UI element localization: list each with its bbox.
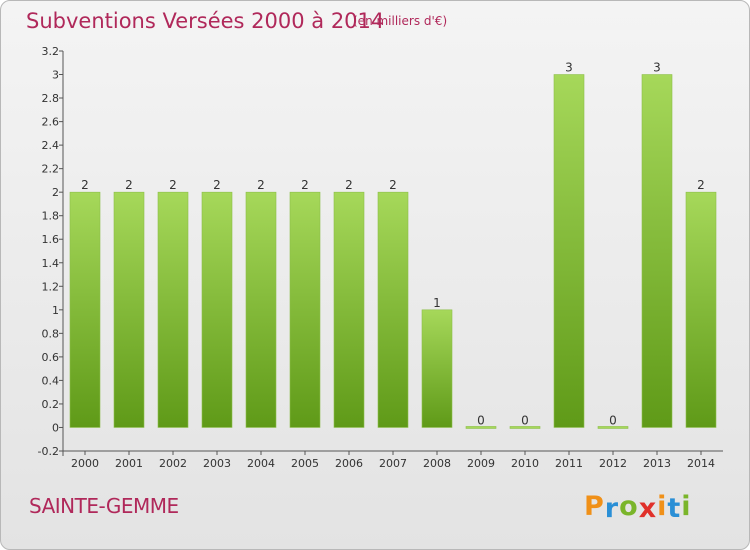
x-tick-label: 2004: [247, 457, 275, 470]
x-tick-label: 2012: [599, 457, 627, 470]
data-label-2006: 2: [345, 178, 353, 192]
data-label-2005: 2: [301, 178, 309, 192]
x-tick-label: 2000: [71, 457, 99, 470]
data-label-2013: 3: [653, 61, 661, 75]
bar-2014: [685, 191, 717, 428]
x-tick-label: 2005: [291, 457, 319, 470]
x-tick-label: 2001: [115, 457, 143, 470]
x-tick-label: 2011: [555, 457, 583, 470]
bar-2003: [201, 191, 233, 428]
data-label-2010: 0: [521, 413, 529, 427]
data-label-2004: 2: [257, 178, 265, 192]
bar-2001: [113, 191, 145, 428]
x-tick-label: 2008: [423, 457, 451, 470]
data-label-2008: 1: [433, 296, 441, 310]
x-tick-label: 2006: [335, 457, 363, 470]
y-tick-label: 2.8: [42, 92, 60, 105]
bar-2012: [597, 426, 629, 429]
data-label-2003: 2: [213, 178, 221, 192]
y-tick-label: 2: [52, 186, 59, 199]
y-tick-label: 2.4: [42, 139, 60, 152]
x-tick-label: 2007: [379, 457, 407, 470]
axes: -0.2 0 0.2 0.4 0.6 0.8 1 1.2 1.4 1.6 1.8 2 2.2 2.4 2.6…: [38, 45, 723, 470]
bars: [69, 74, 717, 429]
proxiti-logo[interactable]: Proxiti: [584, 491, 692, 524]
chart-title: Subventions Versées 2000 à 2014: [26, 9, 385, 33]
logo-letter: i: [681, 491, 692, 522]
x-tick-label: 2002: [159, 457, 187, 470]
bar-2009: [465, 426, 497, 429]
y-tick-label: 1.4: [42, 257, 60, 270]
logo-letter: P: [584, 491, 605, 522]
bar-2011: [553, 74, 585, 428]
y-tick-label: 2.2: [42, 163, 60, 176]
data-labels: 2 2 2 2 2 2 2 2 1 0 0 3 0 3 2: [81, 61, 705, 428]
bar-2008: [421, 309, 453, 428]
logo-letter: r: [604, 493, 620, 524]
y-tick-label: 0.6: [42, 351, 60, 364]
y-tick-label: 1.8: [42, 210, 60, 223]
x-tick-label: 2013: [643, 457, 671, 470]
y-tick-label: 3: [52, 69, 59, 82]
commune-name: SAINTE-GEMME: [29, 494, 179, 518]
bar-2007: [377, 191, 409, 428]
bar-2000: [69, 191, 101, 428]
y-tick-label: 1: [52, 304, 59, 317]
data-label-2012: 0: [609, 413, 617, 427]
bar-2010: [509, 426, 541, 429]
y-tick-label: 1.6: [42, 233, 60, 246]
x-tick-label: 2003: [203, 457, 231, 470]
bar-2013: [641, 74, 673, 428]
x-tick-label: 2009: [467, 457, 495, 470]
logo-letter: o: [619, 491, 639, 522]
data-label-2001: 2: [125, 178, 133, 192]
x-tick-label: 2014: [687, 457, 715, 470]
y-tick-label: 3.2: [42, 45, 60, 58]
bar-2006: [333, 191, 365, 428]
logo-letter: t: [667, 493, 682, 524]
logo-letter: i: [657, 491, 668, 522]
y-tick-label: 0.2: [42, 398, 60, 411]
chart-unit: (en milliers d'€): [353, 14, 448, 28]
bar-2004: [245, 191, 277, 428]
data-label-2002: 2: [169, 178, 177, 192]
y-tick-label: 0.4: [42, 374, 60, 387]
y-tick-label: 1.2: [42, 280, 60, 293]
bar-2002: [157, 191, 189, 428]
data-label-2014: 2: [697, 178, 705, 192]
data-label-2007: 2: [389, 178, 397, 192]
data-label-2011: 3: [565, 61, 573, 75]
data-label-2009: 0: [477, 413, 485, 427]
y-tick-label: -0.2: [38, 445, 59, 458]
y-tick-label: 0.8: [42, 327, 60, 340]
y-tick-label: 0: [52, 421, 59, 434]
data-label-2000: 2: [81, 178, 89, 192]
y-tick-label: 2.6: [42, 116, 60, 129]
x-tick-label: 2010: [511, 457, 539, 470]
logo-letter: x: [638, 493, 658, 524]
bar-2005: [289, 191, 321, 428]
